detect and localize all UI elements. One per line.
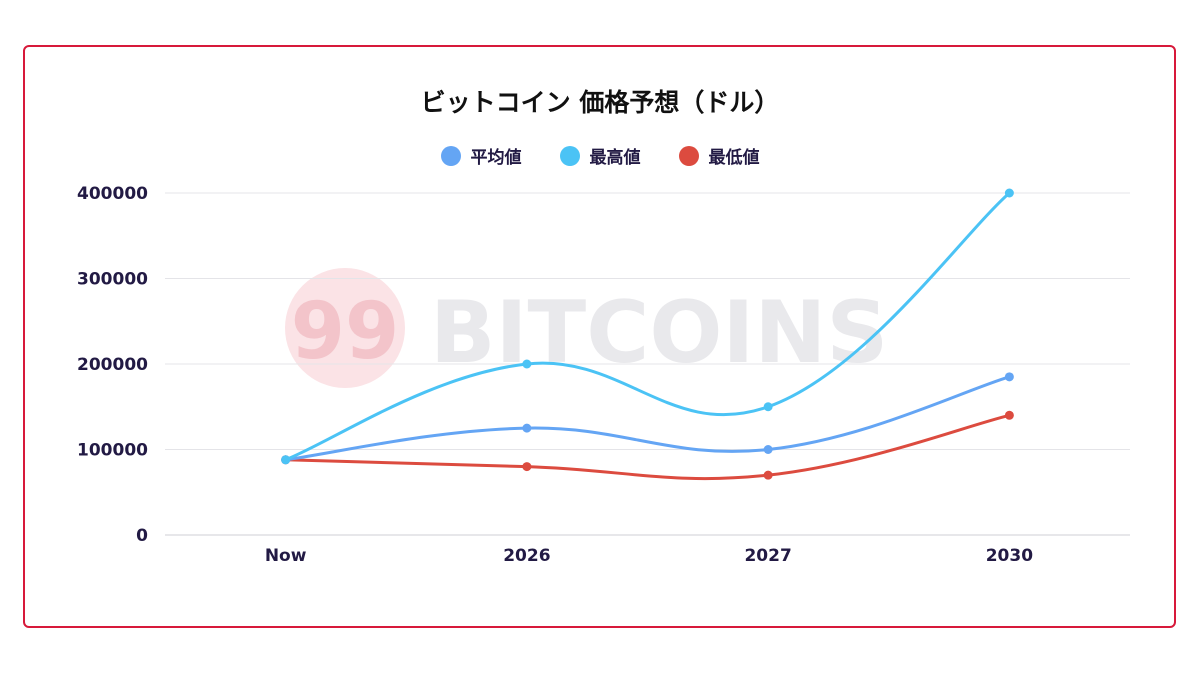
series-line <box>285 413 1010 481</box>
legend-item[interactable]: 最低値 <box>678 143 760 168</box>
data-point <box>522 462 532 472</box>
legend-label: 平均値 <box>470 148 522 168</box>
y-tick-label: 400000 <box>77 184 148 204</box>
legend-item[interactable]: 平均値 <box>440 143 522 168</box>
x-tick-label: 2027 <box>744 546 791 566</box>
watermark-badge <box>285 268 405 388</box>
y-tick-label: 0 <box>136 526 148 546</box>
data-point <box>1004 188 1014 198</box>
legend-label: 最低値 <box>708 148 760 168</box>
series-line <box>285 375 1010 462</box>
watermark-badge-text: 99 <box>291 287 400 377</box>
x-tick-label: 2030 <box>986 546 1033 566</box>
legend-marker <box>559 145 580 166</box>
legend-label: 最高値 <box>589 148 641 168</box>
data-point <box>763 402 773 412</box>
legend-marker <box>678 145 699 166</box>
y-tick-label: 100000 <box>77 441 148 461</box>
data-point <box>763 470 773 480</box>
data-point <box>1004 372 1014 382</box>
legend-item[interactable]: 最高値 <box>559 143 641 168</box>
data-point <box>281 455 291 465</box>
legend: 平均値 最高値 最低値 <box>0 143 1200 168</box>
x-tick-label: 2026 <box>503 546 550 566</box>
y-tick-label: 300000 <box>77 270 148 290</box>
series-line <box>285 191 1011 462</box>
x-tick-label: Now <box>265 546 307 566</box>
data-point <box>522 359 532 369</box>
data-point <box>1004 410 1014 420</box>
legend-marker <box>440 145 461 166</box>
data-point <box>522 423 532 433</box>
y-tick-label: 200000 <box>77 355 148 375</box>
chart-frame <box>23 45 1176 628</box>
chart-title: ビットコイン 価格予想（ドル） <box>420 88 780 117</box>
data-point <box>763 445 773 454</box>
